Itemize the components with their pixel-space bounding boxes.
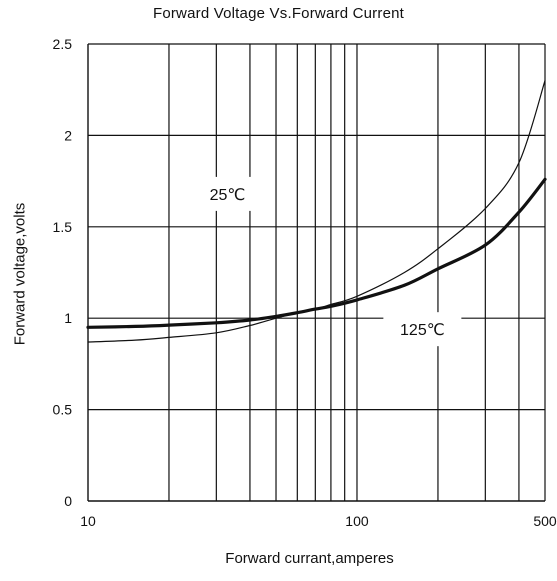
series-line-25c [87, 80, 546, 343]
label-25c-background [192, 176, 263, 211]
label-125c: 125℃ [400, 322, 445, 339]
y-tick-label: 0 [64, 493, 72, 509]
y-tick-label: 1 [64, 310, 72, 326]
y-tick-label: 1.5 [53, 219, 73, 235]
x-tick-label: 10 [80, 513, 96, 529]
chart-title: Forward Voltage Vs.Forward Current [152, 5, 405, 22]
series-line-125c [86, 177, 547, 329]
y-axis-label: Forward voltage,volts [11, 202, 29, 346]
x-axis-label: Forward currant,amperes [225, 550, 394, 567]
y-tick-label: 2.5 [53, 36, 73, 52]
y-tick-label: 2 [64, 127, 72, 143]
x-tick-label: 100 [345, 513, 369, 529]
label-25c: 25℃ [210, 187, 246, 204]
label-125c-background [383, 312, 462, 347]
x-tick-label: 500 [533, 513, 557, 529]
y-tick-label: 0.5 [53, 402, 73, 418]
